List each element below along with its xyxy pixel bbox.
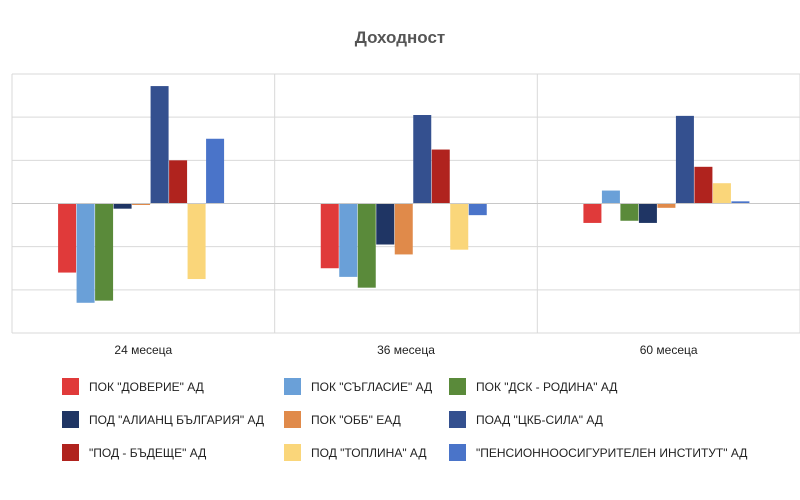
bar — [113, 203, 132, 209]
legend-label: ПОК "СЪГЛАСИЕ" АД — [311, 379, 433, 394]
bar — [376, 203, 395, 245]
bar — [150, 86, 169, 204]
bar — [76, 203, 95, 303]
legend: ПОК "ДОВЕРИЕ" АД ПОК "СЪГЛАСИЕ" АД ПОК "… — [62, 370, 779, 469]
bar — [187, 203, 206, 280]
bar — [169, 160, 188, 204]
bar — [638, 203, 657, 223]
legend-item: ПОАД "ЦКБ-СИЛА" АД — [449, 403, 779, 436]
bar — [731, 201, 750, 204]
x-tick-label: 60 месеца — [640, 343, 698, 357]
legend-item: ПОД "ТОПЛИНА" АД — [284, 436, 449, 469]
legend-swatch — [284, 378, 301, 395]
legend-swatch — [284, 411, 301, 428]
legend-item: ПОК "ОББ" ЕАД — [284, 403, 449, 436]
bar — [583, 203, 602, 223]
legend-label: ПОК "ДСК - РОДИНА" АД — [476, 379, 618, 394]
bar — [712, 183, 731, 204]
legend-item: ПОК "ДСК - РОДИНА" АД — [449, 370, 779, 403]
legend-swatch — [62, 378, 79, 395]
bar — [468, 203, 487, 216]
legend-label: ПОК "ДОВЕРИЕ" АД — [89, 379, 204, 394]
bar — [450, 203, 469, 250]
legend-swatch — [284, 444, 301, 461]
legend-label: ПОД "ТОПЛИНА" АД — [311, 445, 427, 460]
legend-label: ПОД "АЛИАНЦ БЪЛГАРИЯ" АД — [89, 412, 265, 427]
chart-title: Доходност — [354, 28, 446, 47]
legend-item: ПОК "ДОВЕРИЕ" АД — [62, 370, 284, 403]
bar — [413, 115, 432, 204]
bar — [601, 190, 620, 204]
legend-item: "ПЕНСИОННООСИГУРИТЕЛЕН ИНСТИТУТ" АД — [449, 436, 779, 469]
bar — [95, 203, 114, 301]
bar — [657, 203, 676, 208]
x-tick-label: 36 месеца — [377, 343, 435, 357]
legend-label: ПОАД "ЦКБ-СИЛА" АД — [476, 412, 603, 427]
bar — [394, 203, 413, 255]
legend-swatch — [449, 411, 466, 428]
bar — [431, 149, 450, 204]
bar — [357, 203, 376, 288]
bar — [694, 166, 713, 204]
legend-label: "ПЕНСИОННООСИГУРИТЕЛЕН ИНСТИТУТ" АД — [476, 445, 748, 460]
bar — [320, 203, 339, 269]
x-tick-label: 24 месеца — [114, 343, 172, 357]
legend-item: ПОК "СЪГЛАСИЕ" АД — [284, 370, 449, 403]
legend-label: ПОК "ОББ" ЕАД — [311, 412, 401, 427]
legend-item: "ПОД - БЪДЕЩЕ" АД — [62, 436, 284, 469]
bar — [339, 203, 358, 277]
bar — [620, 203, 639, 221]
legend-swatch — [449, 378, 466, 395]
legend-swatch — [449, 444, 466, 461]
bar — [132, 203, 151, 205]
legend-label: "ПОД - БЪДЕЩЕ" АД — [89, 445, 207, 460]
bar — [206, 138, 225, 204]
legend-swatch — [62, 444, 79, 461]
bar — [58, 203, 77, 273]
legend-swatch — [62, 411, 79, 428]
bar — [675, 115, 694, 204]
legend-item: ПОД "АЛИАНЦ БЪЛГАРИЯ" АД — [62, 403, 284, 436]
